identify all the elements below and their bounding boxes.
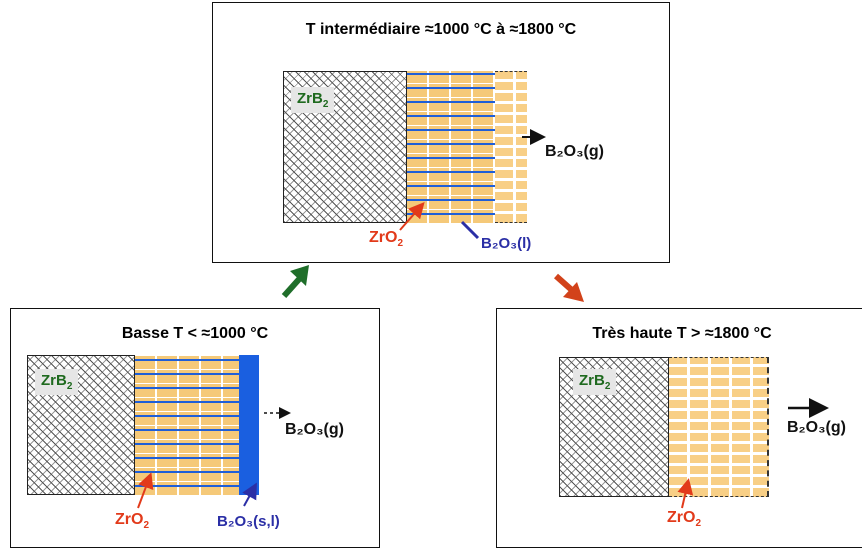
zro2-pointer-icon <box>399 201 425 231</box>
b2o3-liquid-label: B₂O₃(l) <box>481 235 532 252</box>
panel-title: Très haute T > ≈1800 °C <box>592 325 772 342</box>
arrow-up-green-icon <box>281 265 309 299</box>
zro2-label: ZrO2 <box>667 509 702 530</box>
b2o3-gas-label: B₂O₃(g) <box>787 419 846 436</box>
zro2-porous-layer <box>495 71 527 223</box>
panel-very-high-temperature: Très haute T > ≈1800 °C ZrB2 B₂O₃(g) ZrO… <box>496 308 862 548</box>
zro2-porous-layer <box>669 357 769 497</box>
b2o3-gas-label: B₂O₃(g) <box>545 143 604 160</box>
b2o3-pointer-icon <box>242 482 257 507</box>
zro2-pointer-icon <box>677 478 694 509</box>
b2o3-solid-liquid-label: B₂O₃(s,l) <box>217 513 280 530</box>
zro2-label: ZrO2 <box>369 229 404 250</box>
zro2-layer-with-b2o3 <box>135 355 239 495</box>
zrb2-substrate <box>27 355 135 495</box>
panel-title: Basse T < ≈1000 °C <box>121 325 269 342</box>
zrb2-label: ZrB2 <box>573 369 617 395</box>
zrb2-label: ZrB2 <box>35 369 79 395</box>
b2o3-liquid-pointer-icon <box>460 220 480 240</box>
panel-low-temperature: Basse T < ≈1000 °C ZrB2 B₂O₃(g) ZrO2 B₂O… <box>10 308 380 548</box>
zrb2-label: ZrB2 <box>291 87 335 113</box>
b2o3-gas-label: B₂O₃(g) <box>285 421 344 438</box>
panel-intermediate-temperature: T intermédiaire ≈1000 °C à ≈1800 °C ZrB2… <box>212 2 670 263</box>
zro2-label: ZrO2 <box>115 511 150 532</box>
arrow-down-red-icon <box>554 273 584 302</box>
panel-title: T intermédiaire ≈1000 °C à ≈1800 °C <box>305 21 577 38</box>
zro2-layer-with-b2o3 <box>407 71 495 223</box>
zro2-pointer-icon <box>137 472 154 509</box>
b2o3-glass-layer <box>239 355 259 495</box>
